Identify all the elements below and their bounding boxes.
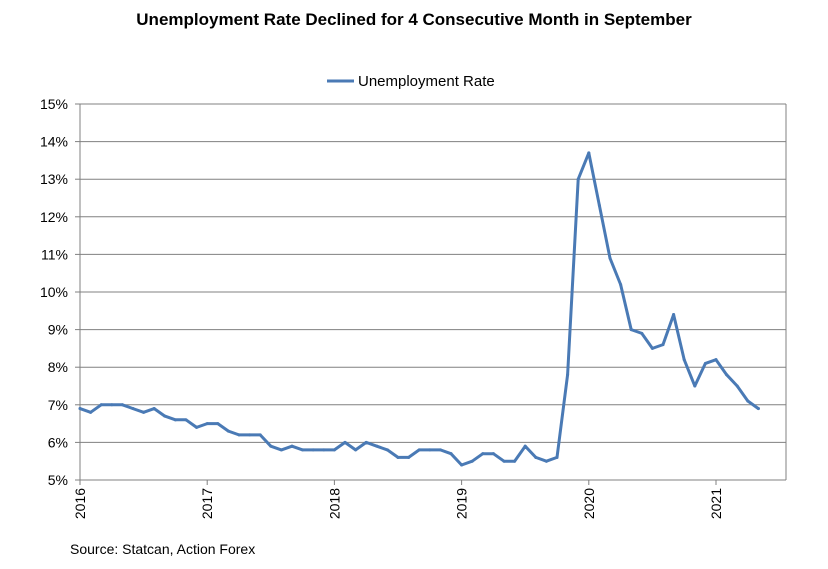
data-point — [195, 425, 199, 429]
data-point — [290, 444, 294, 448]
data-point — [364, 440, 368, 444]
data-point — [152, 407, 156, 411]
data-point — [703, 361, 707, 365]
data-point — [650, 346, 654, 350]
data-point — [513, 459, 517, 463]
data-point — [555, 455, 559, 459]
data-point — [682, 358, 686, 362]
data-point — [428, 448, 432, 452]
data-point — [120, 403, 124, 407]
legend: Unemployment Rate — [327, 73, 495, 90]
chart-title: Unemployment Rate Declined for 4 Consecu… — [136, 10, 692, 29]
data-point — [460, 463, 464, 467]
data-point — [746, 399, 750, 403]
y-tick-label: 14% — [40, 134, 68, 150]
data-point — [756, 407, 760, 411]
x-tick-label: 2017 — [199, 488, 215, 519]
data-point — [481, 452, 485, 456]
data-point — [672, 313, 676, 317]
series-group — [78, 151, 760, 467]
data-point — [354, 448, 358, 452]
data-point — [216, 422, 220, 426]
data-point — [725, 373, 729, 377]
data-point — [597, 204, 601, 208]
data-point — [417, 448, 421, 452]
data-point — [523, 444, 527, 448]
data-point — [407, 455, 411, 459]
x-tick-label: 2019 — [454, 488, 470, 519]
data-point — [693, 384, 697, 388]
y-tick-label: 7% — [48, 397, 68, 413]
y-tick-label: 13% — [40, 171, 68, 187]
data-point — [714, 358, 718, 362]
data-point — [619, 282, 623, 286]
series-line-unemployment-rate — [78, 151, 760, 467]
data-point — [89, 410, 93, 414]
data-point — [544, 459, 548, 463]
data-point — [375, 444, 379, 448]
data-point — [629, 328, 633, 332]
data-point — [332, 448, 336, 452]
data-point — [205, 422, 209, 426]
data-point — [438, 448, 442, 452]
data-point — [640, 331, 644, 335]
data-point — [343, 440, 347, 444]
source-note: Source: Statcan, Action Forex — [70, 541, 256, 557]
data-point — [269, 444, 273, 448]
data-point — [173, 418, 177, 422]
y-tick-label: 10% — [40, 284, 68, 300]
y-axis: 5% 6% 7% 8% 9% 10% 11% 12% 13% 14% 15% — [40, 96, 81, 488]
data-point — [226, 429, 230, 433]
y-tick-label: 5% — [48, 472, 68, 488]
data-point — [491, 452, 495, 456]
data-point — [248, 433, 252, 437]
data-point — [396, 455, 400, 459]
x-tick-label: 2020 — [581, 488, 597, 519]
data-point — [110, 403, 114, 407]
data-point — [502, 459, 506, 463]
data-point — [470, 459, 474, 463]
data-point — [608, 256, 612, 260]
legend-label: Unemployment Rate — [358, 73, 495, 90]
data-point — [279, 448, 283, 452]
data-point — [301, 448, 305, 452]
data-point — [534, 455, 538, 459]
x-tick-label: 2016 — [72, 488, 88, 519]
x-tick-label: 2018 — [326, 488, 342, 519]
y-tick-label: 6% — [48, 434, 68, 450]
data-point — [322, 448, 326, 452]
gridlines — [80, 103, 787, 481]
data-point — [661, 343, 665, 347]
x-tick-label: 2021 — [708, 488, 724, 519]
y-tick-label: 9% — [48, 322, 68, 338]
y-tick-label: 12% — [40, 209, 68, 225]
data-point — [78, 407, 82, 411]
data-point — [311, 448, 315, 452]
y-tick-label: 11% — [41, 246, 68, 262]
y-tick-label: 15% — [40, 96, 68, 112]
x-axis: 2016 2017 2018 2019 2020 2021 — [72, 480, 724, 519]
data-point — [735, 384, 739, 388]
data-point — [385, 448, 389, 452]
data-point — [258, 433, 262, 437]
data-point — [184, 418, 188, 422]
data-point — [142, 410, 146, 414]
data-point — [449, 452, 453, 456]
data-point — [131, 407, 135, 411]
data-point — [163, 414, 167, 418]
y-tick-label: 8% — [48, 359, 68, 375]
data-point — [99, 403, 103, 407]
data-point — [237, 433, 241, 437]
data-point — [566, 373, 570, 377]
data-point — [587, 151, 591, 155]
data-point — [576, 177, 580, 181]
